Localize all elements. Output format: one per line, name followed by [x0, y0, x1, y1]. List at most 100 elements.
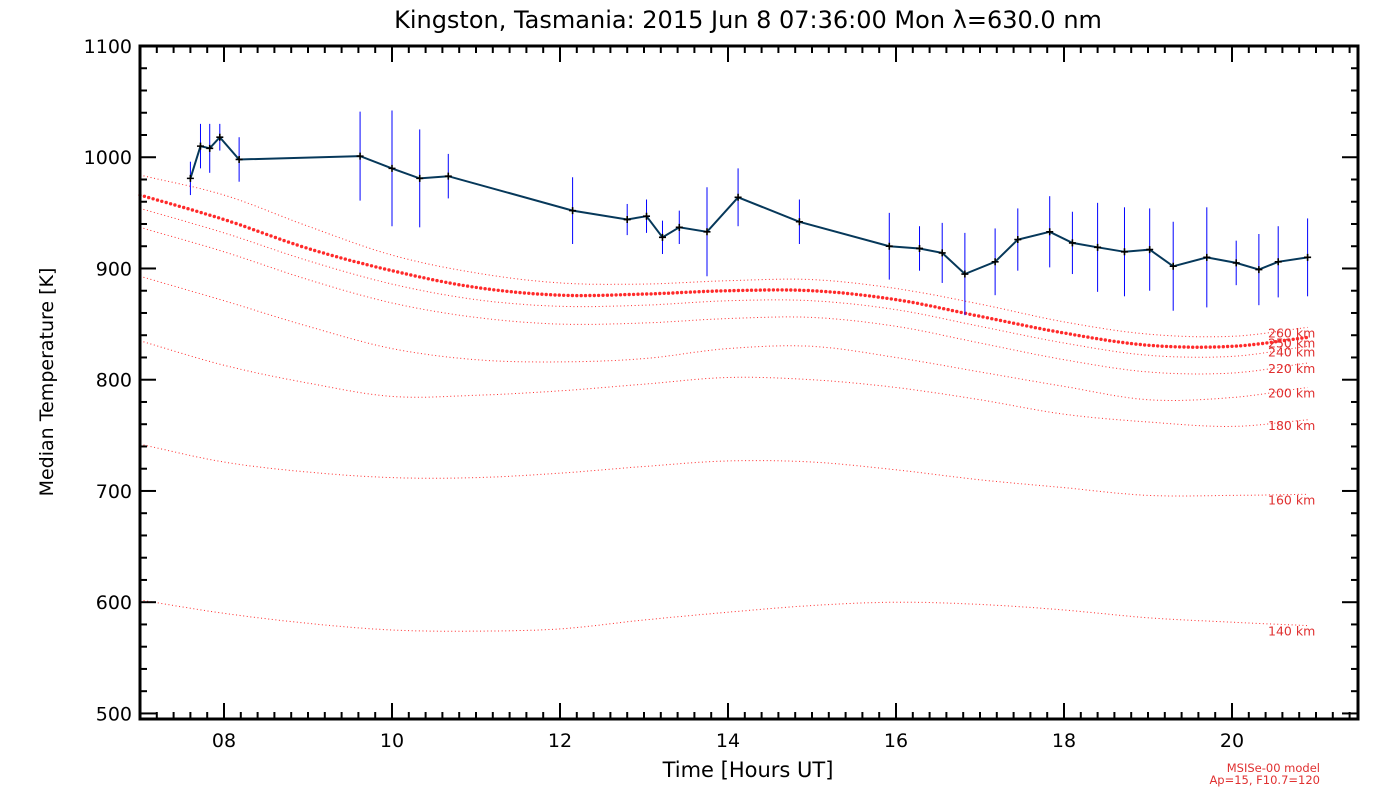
y-tick-label: 1100 [84, 36, 132, 58]
model-point [1252, 342, 1256, 347]
model-point [404, 272, 409, 276]
model-point [479, 286, 483, 290]
model-point [168, 202, 173, 206]
measurement-point [216, 133, 224, 141]
model-point [1295, 337, 1300, 341]
model-point [361, 261, 365, 266]
model-point [387, 268, 391, 272]
x-tick-label: 12 [548, 730, 572, 752]
measurement-point [991, 258, 999, 266]
model-point [741, 288, 745, 293]
model-point [845, 291, 850, 296]
model-point [1103, 338, 1108, 342]
plot-frame [138, 44, 1360, 721]
measurement-point [1046, 228, 1054, 236]
model-point [942, 307, 946, 311]
x-tick-label: 08 [212, 730, 236, 752]
measurement-point [1120, 248, 1128, 256]
model-point [1243, 343, 1247, 348]
model-point [1204, 345, 1208, 349]
model-point [592, 293, 596, 298]
model-curve-220-km [139, 226, 1308, 375]
model-point [391, 269, 395, 273]
model-point [308, 247, 313, 251]
model-point [352, 259, 356, 264]
model-curve-180-km [139, 340, 1308, 427]
model-point [142, 194, 147, 198]
x-tick-label: 16 [884, 730, 908, 752]
model-point [601, 293, 605, 297]
model-point [431, 278, 435, 282]
model-point [1059, 330, 1064, 335]
model-point [1173, 345, 1177, 349]
model-point [1016, 322, 1020, 326]
model-point [876, 295, 880, 299]
model-point [291, 241, 295, 246]
model-point [513, 290, 518, 294]
model-point [457, 283, 461, 287]
model-point [1225, 344, 1230, 349]
model-point [365, 263, 369, 267]
model-point [605, 293, 610, 297]
model-point [295, 243, 299, 247]
model-curve-label: 160 km [1268, 492, 1315, 507]
measurement-point [186, 174, 194, 182]
model-point [614, 293, 618, 297]
model-point [1287, 338, 1291, 342]
model-point [1191, 345, 1195, 349]
model-point [1278, 339, 1282, 343]
model-point [243, 224, 247, 229]
model-point [531, 292, 535, 296]
model-point [234, 221, 238, 226]
model-point [915, 301, 920, 305]
model-point [693, 290, 697, 294]
model-point [946, 307, 950, 312]
model-point [1090, 336, 1094, 340]
model-point [802, 288, 806, 293]
measurement-point [1094, 243, 1102, 251]
model-point [1160, 344, 1164, 348]
model-point [1121, 340, 1125, 345]
measurement-point [196, 142, 204, 150]
model-note-line1: MSISe-00 model [1227, 761, 1320, 775]
model-point [173, 203, 177, 207]
model-point [1068, 332, 1073, 336]
x-tick-label: 14 [716, 730, 740, 752]
model-point [1186, 345, 1191, 349]
model-point [631, 292, 636, 297]
model-point [1129, 341, 1134, 346]
model-point [885, 296, 889, 300]
model-point [1269, 340, 1274, 344]
model-point [1304, 335, 1309, 340]
measurement-point [1068, 239, 1076, 247]
model-point [216, 216, 221, 220]
model-point [492, 288, 496, 292]
model-point [540, 292, 544, 296]
model-point [1046, 328, 1051, 332]
model-point [548, 293, 553, 297]
model-curve-160-km [139, 443, 1308, 497]
model-point [762, 288, 767, 292]
model-point [728, 289, 732, 293]
model-point [1177, 345, 1182, 349]
model-point [164, 200, 168, 205]
model-point [789, 288, 793, 292]
axes: 08 10 12 14 16 18 20 500 600 700 800 900 1000 1100 [84, 36, 1358, 752]
x-tick-label: 18 [1052, 730, 1076, 752]
measurement-point [235, 155, 243, 163]
model-point [566, 293, 570, 298]
model-point [382, 267, 387, 271]
model-point [1116, 340, 1121, 344]
model-point [518, 290, 522, 295]
model-point [225, 218, 230, 223]
model-point [1217, 345, 1221, 349]
model-point [190, 208, 195, 212]
model-point [221, 217, 225, 221]
model-point [553, 293, 557, 297]
model-point [920, 302, 924, 306]
model-point [627, 292, 631, 297]
model-point [1051, 329, 1055, 333]
model-point [671, 291, 675, 295]
model-point [1020, 323, 1024, 327]
model-point [505, 289, 509, 293]
